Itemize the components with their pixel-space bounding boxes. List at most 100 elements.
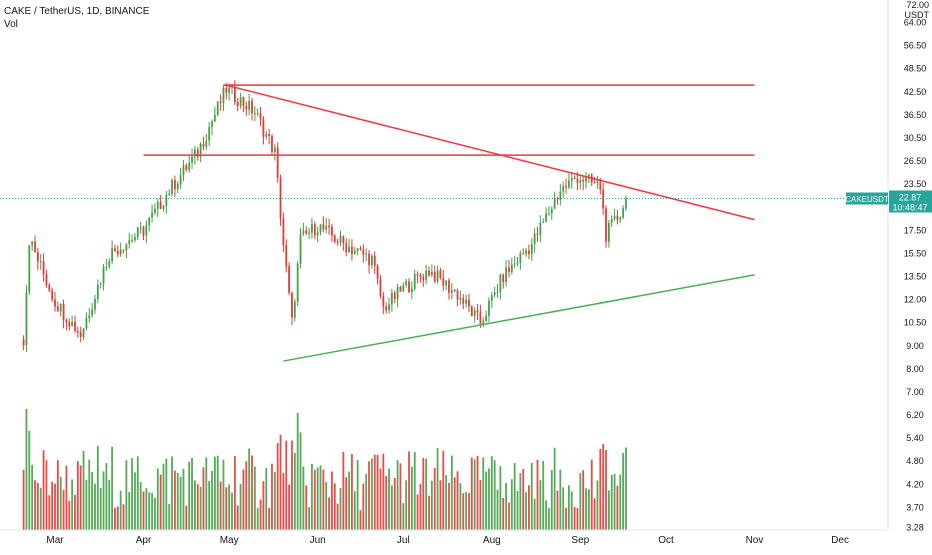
volume-bar — [299, 432, 302, 530]
volume-bar — [311, 463, 313, 530]
volume-bar — [585, 488, 587, 530]
candle-body — [479, 312, 482, 325]
volume-bar — [65, 465, 68, 530]
volume-bar — [448, 482, 450, 530]
candle-body — [22, 339, 25, 346]
volume-bar — [425, 458, 428, 530]
candle-body — [473, 310, 476, 316]
candle-body — [568, 180, 570, 188]
candle-body — [348, 246, 350, 253]
candle-body — [114, 248, 116, 252]
price-tick-label: 7.00 — [906, 387, 924, 397]
volume-bar — [228, 484, 231, 530]
volume-bar — [459, 483, 462, 530]
candle-body — [373, 255, 376, 267]
chart-legend: CAKE / TetherUS, 1D, BINANCE Vol — [4, 5, 149, 31]
volume-bar — [268, 507, 271, 530]
candle-body — [59, 303, 62, 312]
time-axis: Mar Apr May Jun Jul Aug Sep Oct Nov Dec — [0, 529, 888, 546]
candle-body — [48, 284, 51, 291]
volume-bar — [490, 456, 493, 530]
volume-bar — [131, 458, 133, 530]
candle-body — [159, 201, 162, 210]
time-axis-label: Nov — [746, 535, 764, 546]
volume-bar — [616, 485, 619, 530]
candle-body — [216, 101, 219, 115]
candle-body — [351, 246, 353, 254]
volume-bar — [105, 463, 108, 530]
candle-body — [256, 113, 259, 115]
candle-body — [288, 266, 291, 293]
candle-body — [131, 240, 133, 242]
volume-bar — [436, 448, 439, 530]
candle-body — [211, 121, 213, 128]
price-tick-label: 15.50 — [904, 248, 927, 258]
candle-body — [502, 274, 505, 283]
volume-bar — [505, 483, 507, 530]
candle-body — [585, 176, 587, 182]
candle-body — [510, 264, 513, 272]
candle-body — [182, 165, 185, 176]
volume-bar — [328, 497, 330, 530]
volume-bar — [573, 506, 576, 530]
candle-body — [425, 270, 428, 280]
candle-body — [259, 113, 262, 120]
candle-body — [562, 186, 565, 192]
candle-body — [62, 303, 65, 320]
volume-bar — [365, 473, 368, 530]
volume-bar — [450, 455, 453, 530]
volume-bar — [499, 466, 502, 530]
volume-bar — [619, 474, 622, 530]
volume-layer — [22, 408, 627, 530]
volume-bar — [245, 461, 248, 530]
candle-body — [134, 236, 136, 241]
volume-bar — [593, 498, 596, 530]
candle-body — [88, 315, 91, 319]
candle-body — [405, 281, 408, 286]
volume-bar — [405, 480, 408, 530]
candle-body — [553, 199, 556, 209]
candle-body — [296, 263, 299, 302]
candle-body — [336, 241, 339, 243]
time-axis-label: Mar — [46, 535, 64, 546]
candle-body — [396, 286, 399, 300]
candle-body — [179, 175, 182, 185]
volume-bar — [251, 455, 253, 530]
candle-body — [185, 165, 188, 170]
volume-bar — [622, 453, 625, 530]
volume-bar — [456, 471, 459, 530]
candle-body — [453, 290, 456, 292]
candle-body — [410, 288, 413, 293]
volume-bar — [356, 459, 359, 530]
volume-bar — [253, 466, 256, 530]
price-tick-label: 8.00 — [906, 364, 924, 374]
volume-bar — [348, 471, 350, 530]
volume-bar — [96, 445, 99, 530]
volume-bar — [202, 467, 205, 530]
volume-bar — [439, 480, 442, 530]
price-tick-label: 23.50 — [904, 179, 927, 189]
volume-bar — [182, 468, 185, 530]
price-tick-label: 4.20 — [906, 479, 924, 489]
volume-bar — [114, 507, 116, 530]
volume-bar — [99, 488, 102, 530]
candle-body — [356, 248, 359, 251]
candle-body — [34, 241, 36, 253]
candle-body — [559, 191, 562, 200]
volume-bar — [119, 490, 122, 530]
candle-body — [122, 249, 125, 251]
volume-bar — [442, 450, 445, 530]
volume-bar — [568, 485, 570, 530]
volume-bar — [556, 490, 559, 530]
candle-body — [105, 266, 108, 268]
volume-bar — [188, 461, 191, 530]
volume-bar — [48, 495, 51, 530]
candle-body — [136, 227, 139, 237]
volume-bar — [239, 483, 242, 530]
volume-bar — [185, 505, 188, 530]
volume-bar — [482, 457, 485, 530]
candle-body — [439, 270, 442, 279]
